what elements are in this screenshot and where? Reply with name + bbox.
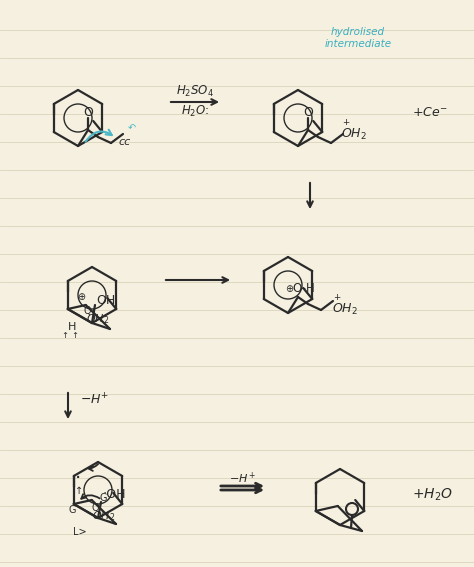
Text: $\uparrow$: $\uparrow$ xyxy=(73,484,83,496)
FancyArrowPatch shape xyxy=(85,130,112,142)
FancyArrowPatch shape xyxy=(81,494,100,499)
Text: O: O xyxy=(83,105,93,119)
Text: cc: cc xyxy=(119,137,131,147)
Text: G: G xyxy=(99,493,107,503)
Text: $OH_2$: $OH_2$ xyxy=(86,312,109,326)
Text: $+H_2O$: $+H_2O$ xyxy=(411,487,453,503)
Text: $\uparrow\uparrow$: $\uparrow\uparrow$ xyxy=(60,330,79,340)
FancyArrowPatch shape xyxy=(89,464,98,471)
Text: $H_2O$:: $H_2O$: xyxy=(181,103,209,119)
Text: $+Ce^{-}$: $+Ce^{-}$ xyxy=(412,107,448,120)
Text: O: O xyxy=(303,105,313,119)
Text: $\overset{+}{O}H_2$: $\overset{+}{O}H_2$ xyxy=(332,293,358,317)
Text: hydrolised: hydrolised xyxy=(331,27,385,37)
Text: G: G xyxy=(68,505,75,515)
Text: $\oplus$: $\oplus$ xyxy=(77,291,87,303)
Text: $\oplus$: $\oplus$ xyxy=(285,284,295,294)
Text: OH: OH xyxy=(96,294,116,307)
Text: intermediate: intermediate xyxy=(324,39,392,49)
Text: $\curvearrowleft$: $\curvearrowleft$ xyxy=(126,121,138,131)
Text: $H_2SO_4$: $H_2SO_4$ xyxy=(176,83,214,99)
Text: Q: Q xyxy=(92,503,100,513)
Text: Q: Q xyxy=(84,306,91,316)
Text: :OH: :OH xyxy=(102,488,126,501)
Text: L>: L> xyxy=(73,527,87,537)
Text: O-H: O-H xyxy=(292,282,315,295)
Text: $OH_2$: $OH_2$ xyxy=(92,509,115,523)
Text: H: H xyxy=(68,322,76,332)
Text: ·: · xyxy=(74,468,81,488)
Text: $-H^+$: $-H^+$ xyxy=(229,471,257,486)
Text: $\overset{+}{O}H_2$: $\overset{+}{O}H_2$ xyxy=(341,118,367,142)
Text: $-H^{+}$: $-H^{+}$ xyxy=(81,392,109,408)
